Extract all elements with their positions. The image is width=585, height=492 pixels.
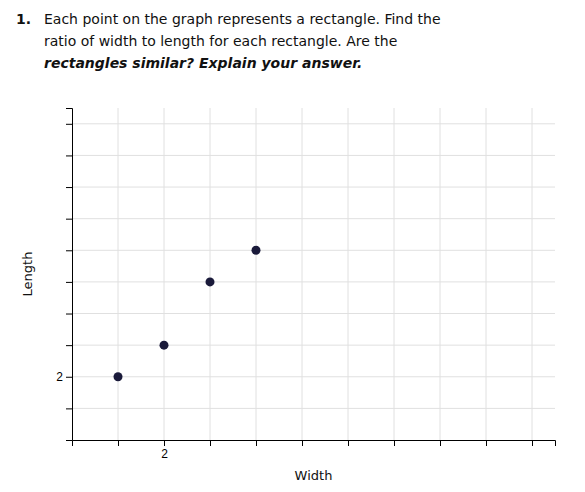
grid-line-x [394, 108, 395, 440]
tick [66, 187, 72, 188]
plot: 2 2 Width Length [20, 108, 556, 483]
grid-line-x [118, 108, 119, 440]
tick-mark [66, 155, 72, 156]
tick-mark [532, 440, 533, 446]
tick [348, 440, 349, 446]
tick-mark [66, 187, 72, 188]
grid-line-x [348, 108, 349, 440]
grid-line-y [72, 408, 555, 409]
x-axis: 2 [73, 440, 556, 461]
axis-line [66, 109, 73, 441]
tick [532, 440, 533, 446]
title-line: Each point on the graph represents a rec… [44, 11, 441, 27]
tick [302, 440, 303, 446]
tick: 2 [161, 440, 168, 461]
tick-mark [394, 440, 395, 446]
tick-mark [440, 440, 441, 446]
tick [256, 440, 257, 446]
grid-line-y [72, 281, 555, 282]
title-line: rectangles similar? Explain your answer. [44, 55, 362, 71]
grid-line-y [72, 313, 555, 314]
grid-line-x [440, 108, 441, 440]
tick-mark [66, 345, 72, 346]
chart: 1. Each point on the graph represents a r… [0, 0, 585, 492]
point [206, 277, 215, 286]
tick: 2 [56, 370, 72, 384]
grid-line-y [72, 155, 555, 156]
grid-line-y [72, 250, 555, 251]
point [252, 246, 261, 255]
grid-line-x [256, 108, 257, 440]
tick-mark [118, 440, 119, 446]
tick [66, 219, 72, 220]
tick-mark [66, 282, 72, 283]
tick [66, 124, 72, 125]
tick [486, 440, 487, 446]
tick-mark [210, 440, 211, 446]
tick-mark [66, 377, 72, 378]
tick-mark [66, 408, 72, 409]
tick-mark [164, 440, 165, 446]
tick [394, 440, 395, 446]
grid-line-x [210, 108, 211, 440]
grid-line-x [532, 108, 533, 440]
y-axis-title: Length [20, 252, 35, 297]
grid-line-x [302, 108, 303, 440]
grid-line-x [164, 108, 165, 440]
axis-line [73, 441, 556, 447]
point [114, 372, 123, 381]
tick-mark [66, 250, 72, 251]
tick-label: 2 [161, 447, 168, 461]
tick-mark [256, 440, 257, 446]
tick [66, 408, 72, 409]
grid-line-x [486, 108, 487, 440]
grid-line-y [72, 218, 555, 219]
tick [66, 155, 72, 156]
question-number: 1. [16, 11, 31, 27]
tick [440, 440, 441, 446]
tick [66, 345, 72, 346]
grid-line-y [72, 376, 555, 377]
tick [66, 282, 72, 283]
x-axis-title: Width [295, 468, 333, 483]
tick-mark [66, 219, 72, 220]
title-line: ratio of width to length for each rectan… [44, 33, 397, 49]
y-axis: 2 [56, 109, 72, 441]
tick-mark [66, 124, 72, 125]
tick [210, 440, 211, 446]
points [114, 246, 261, 381]
tick-mark [486, 440, 487, 446]
grid-line-y [72, 123, 555, 124]
grid-line-y [72, 345, 555, 346]
tick-mark [348, 440, 349, 446]
grid [72, 108, 555, 440]
grid-line-y [72, 187, 555, 188]
tick [118, 440, 119, 446]
point [160, 341, 169, 350]
tick-mark [302, 440, 303, 446]
tick-mark [66, 314, 72, 315]
title-block: 1. Each point on the graph represents a r… [16, 11, 441, 71]
tick-label: 2 [56, 370, 63, 384]
tick [66, 250, 72, 251]
tick [66, 314, 72, 315]
